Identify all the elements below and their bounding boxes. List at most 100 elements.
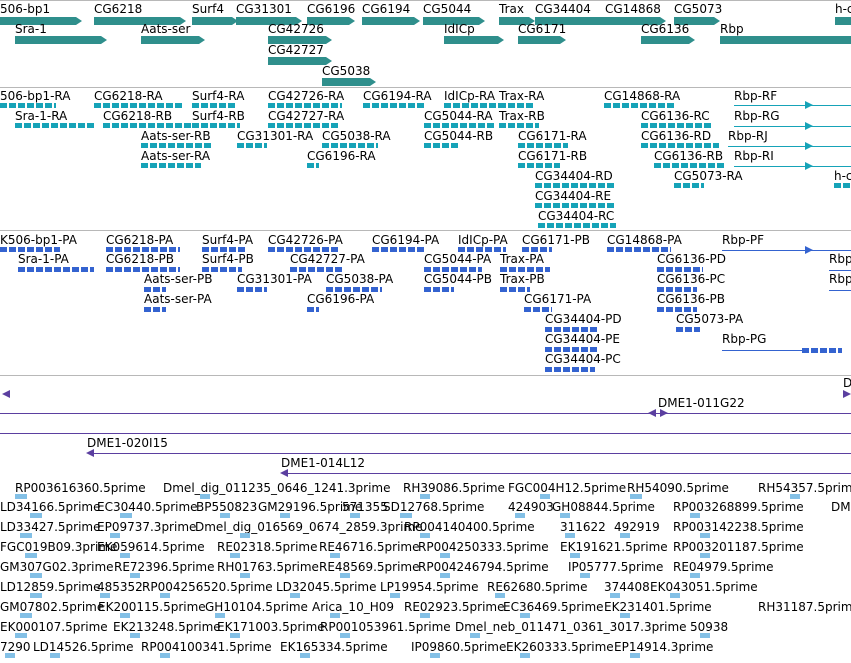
protein-bar[interactable]	[0, 247, 60, 252]
transcript-label[interactable]: CG34404-RC	[538, 209, 615, 223]
protein-bar[interactable]	[524, 307, 552, 312]
est-label[interactable]: RE72396.5prime	[114, 560, 215, 574]
est-label[interactable]: LD34166.5prime	[0, 500, 101, 514]
est-label[interactable]: RP001053961.5prime	[320, 620, 451, 634]
transcript-label[interactable]: h-c	[834, 169, 851, 183]
protein-bar[interactable]	[202, 267, 242, 272]
est-bar[interactable]	[520, 613, 530, 618]
protein-label[interactable]: K506-bp1-PA	[0, 233, 77, 247]
transcript-bar[interactable]	[535, 203, 615, 208]
gene-label[interactable]: 506-bp1	[0, 2, 51, 16]
transcript-label[interactable]: Rbp-RG	[734, 109, 780, 123]
gene-bar[interactable]	[674, 17, 720, 25]
est-label[interactable]: RE02318.5prime	[217, 540, 318, 554]
transcript-bar[interactable]	[192, 103, 236, 108]
gene-bar[interactable]	[268, 57, 332, 65]
protein-bar[interactable]	[522, 247, 552, 252]
gene-label[interactable]: CG14868	[605, 2, 661, 16]
est-label[interactable]: LD12859.5prime	[0, 580, 101, 594]
gene-label[interactable]: CG6194	[362, 2, 411, 16]
protein-label[interactable]: Trax-PB	[500, 272, 545, 286]
transcript-bar[interactable]	[94, 103, 184, 108]
protein-bar[interactable]	[657, 267, 703, 272]
gene-bar[interactable]	[720, 36, 851, 44]
protein-bar[interactable]	[545, 367, 595, 372]
est-bar[interactable]	[580, 573, 590, 578]
est-label[interactable]: RH54357.5prime	[758, 481, 851, 495]
est-label[interactable]: GH10104.5prime	[205, 600, 308, 614]
est-bar[interactable]	[340, 633, 350, 638]
est-label[interactable]: Dmel_dig_016569_0674_2859.3prime	[195, 520, 423, 534]
est-label[interactable]: SD12768.5prime	[383, 500, 485, 514]
est-label[interactable]: LD14526.5prime	[33, 640, 134, 654]
est-bar[interactable]	[340, 573, 350, 578]
transcript-bar[interactable]	[268, 123, 338, 128]
gene-label[interactable]: Aats-ser	[141, 22, 191, 36]
transcript-bar[interactable]	[15, 123, 95, 128]
est-bar[interactable]	[630, 494, 642, 499]
est-bar[interactable]	[160, 653, 170, 658]
protein-label[interactable]: Rbp	[829, 272, 851, 286]
gene-bar[interactable]	[0, 17, 82, 25]
transcript-label[interactable]: IdICp-RA	[444, 89, 496, 103]
gene-bar[interactable]	[192, 17, 238, 25]
transcript-bar[interactable]	[322, 143, 378, 148]
clone-line[interactable]	[288, 473, 851, 474]
est-bar[interactable]	[230, 553, 240, 558]
gene-label[interactable]: CG5038	[322, 64, 371, 78]
est-label[interactable]: 571355	[342, 500, 388, 514]
est-bar[interactable]	[690, 573, 700, 578]
transcript-bar[interactable]	[654, 163, 724, 168]
transcript-label[interactable]: CG5038-RA	[322, 129, 391, 143]
est-label[interactable]: LP19954.5prime	[380, 580, 479, 594]
gene-label[interactable]: Rbp	[720, 22, 744, 36]
protein-bar[interactable]	[237, 287, 267, 292]
protein-label[interactable]: CG6196-PA	[307, 292, 375, 306]
est-label[interactable]: IP09860.5prime	[411, 640, 507, 654]
transcript-bar[interactable]	[518, 163, 560, 168]
transcript-label[interactable]: Trax-RA	[499, 89, 545, 103]
clone-line[interactable]	[0, 433, 851, 434]
transcript-line[interactable]	[728, 146, 851, 147]
protein-label[interactable]: CG5044-PA	[424, 252, 492, 266]
transcript-label[interactable]: CG6218-RA	[94, 89, 163, 103]
transcript-label[interactable]: CG31301-RA	[237, 129, 314, 143]
protein-label[interactable]: CG6171-PB	[522, 233, 591, 247]
protein-bar[interactable]	[545, 327, 597, 332]
est-label[interactable]: RE62680.5prime	[487, 580, 588, 594]
protein-label[interactable]: Rbp-PG	[722, 332, 767, 346]
transcript-bar[interactable]	[834, 183, 851, 188]
est-label[interactable]: RH01763.5prime	[217, 560, 319, 574]
transcript-line[interactable]	[734, 105, 851, 106]
gene-bar[interactable]	[499, 17, 535, 25]
protein-bar[interactable]	[202, 247, 246, 252]
gene-bar[interactable]	[236, 17, 302, 25]
est-label[interactable]: EK191621.5prime	[560, 540, 668, 554]
est-bar[interactable]	[160, 593, 170, 598]
est-bar[interactable]	[470, 633, 480, 638]
transcript-label[interactable]: CG6136-RC	[641, 109, 710, 123]
est-bar[interactable]	[215, 613, 225, 618]
protein-label[interactable]: CG42726-PA	[268, 233, 343, 247]
protein-line[interactable]	[722, 350, 802, 351]
gene-bar[interactable]	[444, 36, 504, 44]
est-bar[interactable]	[495, 593, 505, 598]
gene-label[interactable]: Sra-1	[15, 22, 47, 36]
protein-label[interactable]: CG34404-PC	[545, 352, 621, 366]
est-bar[interactable]	[540, 494, 550, 499]
est-bar[interactable]	[15, 494, 27, 499]
est-label[interactable]: EK200115.5prime	[98, 600, 206, 614]
est-label[interactable]: Dmel_dig_011235_0646_1241.3prime	[163, 481, 391, 495]
clone-label[interactable]: DME1-020I15	[87, 436, 168, 450]
est-bar[interactable]	[20, 533, 32, 538]
est-bar[interactable]	[630, 653, 640, 658]
est-bar[interactable]	[700, 553, 710, 558]
protein-bar[interactable]	[607, 247, 671, 252]
protein-label[interactable]: CG6136-PB	[657, 292, 726, 306]
gene-label[interactable]: CG6171	[518, 22, 567, 36]
est-bar[interactable]	[390, 593, 400, 598]
est-label[interactable]: RE48569.5prime	[319, 560, 420, 574]
protein-label[interactable]: CG42727-PA	[290, 252, 365, 266]
protein-label[interactable]: Aats-ser-PA	[144, 292, 212, 306]
est-label[interactable]: LD32045.5prime	[276, 580, 377, 594]
